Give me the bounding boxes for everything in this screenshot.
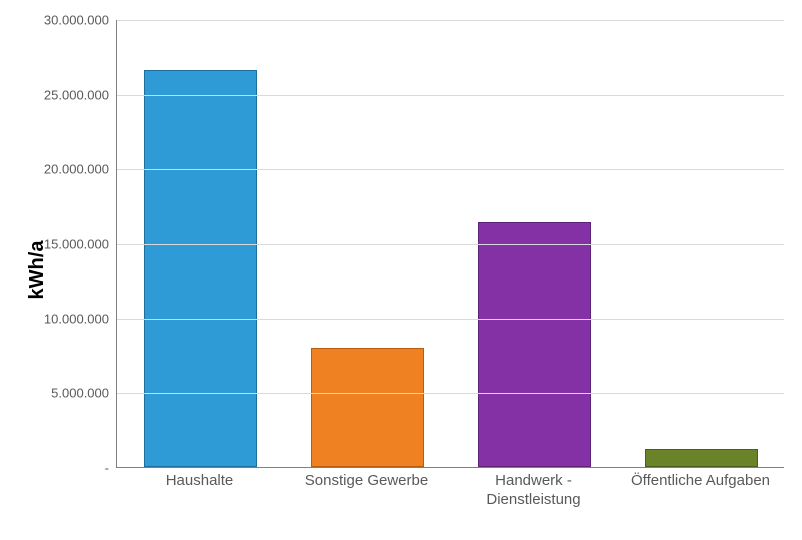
y-tick-label: 30.000.000 [44, 13, 117, 28]
grid-line [117, 244, 784, 245]
grid-line [117, 393, 784, 394]
x-axis-labels: HaushalteSonstige GewerbeHandwerk -Diens… [116, 472, 784, 532]
energy-bar-chart: kWh/a -5.000.00010.000.00015.000.00020.0… [0, 0, 802, 540]
y-tick-label: 10.000.000 [44, 311, 117, 326]
grid-line [117, 319, 784, 320]
grid-line [117, 169, 784, 170]
x-axis-label: Haushalte [116, 472, 283, 491]
x-axis-label: Handwerk -Dienstleistung [450, 472, 617, 510]
x-axis-label: Öffentliche Aufgaben [617, 472, 784, 491]
plot-area: -5.000.00010.000.00015.000.00020.000.000… [116, 20, 784, 468]
bar [144, 70, 258, 467]
y-tick-label: 5.000.000 [51, 386, 117, 401]
grid-line [117, 95, 784, 96]
y-tick-label: 20.000.000 [44, 162, 117, 177]
grid-line [117, 20, 784, 21]
bar [311, 348, 425, 467]
y-tick-label: 25.000.000 [44, 87, 117, 102]
bar [478, 222, 592, 467]
x-axis-label: Sonstige Gewerbe [283, 472, 450, 491]
bar [645, 449, 759, 467]
y-tick-label: 15.000.000 [44, 237, 117, 252]
